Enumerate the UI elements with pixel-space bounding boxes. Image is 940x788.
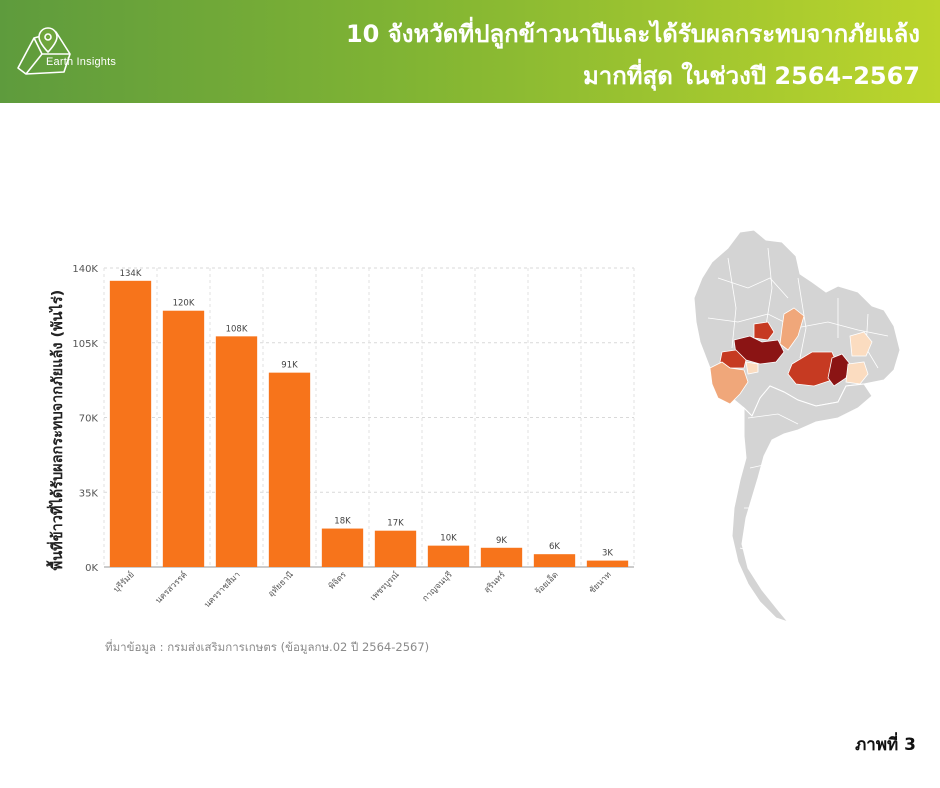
x-tick-label: เพชรบูรณ์ [368, 569, 402, 603]
data-label: 18K [334, 517, 351, 527]
bar [321, 528, 364, 567]
x-tick-label: พิจิตร [327, 570, 349, 592]
data-label: 17K [387, 519, 404, 529]
map-province-phetchabun [779, 307, 805, 351]
map-province-uthai-thani [719, 349, 747, 369]
bar [586, 560, 629, 567]
bar [480, 547, 523, 567]
x-tick-label: สุรินทร์ [482, 569, 508, 595]
logo-text: Earth Insights [46, 56, 117, 68]
chart-bars [109, 280, 629, 567]
map-province-kanchanaburi [709, 361, 749, 405]
x-tick-label: กาญจนบุรี [420, 569, 455, 604]
y-tick-label: 70K [79, 414, 99, 425]
bar [374, 530, 417, 567]
y-tick-label: 105K [72, 339, 98, 350]
header-banner: Earth Insights 10 จังหวัดที่ปลูกข้าวนาปี… [0, 0, 940, 103]
bar-chart: 0K 35K 70K 105K 140K บุรีรัมย์ นครสวรรค์ นครรา… [46, 264, 635, 611]
map-highlighted-provinces [709, 307, 873, 405]
bar [268, 372, 311, 567]
map-province-phichit [753, 321, 775, 341]
y-tick-label: 35K [79, 488, 99, 499]
bar [109, 280, 152, 567]
data-label: 3K [602, 549, 613, 559]
x-tick-label: นครสวรรค์ [153, 569, 190, 606]
figure-label: ภาพที่ 3 [855, 735, 916, 755]
bar [162, 310, 205, 567]
y-tick-label: 0K [85, 563, 98, 574]
x-tick-label: อุทัยธานี [266, 569, 296, 599]
map-region-central [731, 383, 873, 624]
data-labels: 134K 120K 108K 91K 18K 17K 10K 9K 6K 3K [120, 269, 614, 559]
data-label: 9K [496, 536, 507, 546]
y-axis-label: พื้นที่ข้าวที่ได้รับผลกระทบจากภัยแล้ง (พ… [46, 290, 66, 571]
thailand-map [693, 229, 901, 624]
map-province-buriram [827, 353, 851, 387]
y-axis-tick-labels: 0K 35K 70K 105K 140K [72, 264, 98, 574]
map-outline [693, 229, 901, 624]
x-tick-label: ชัยนาท [588, 570, 614, 596]
map-pin-icon [17, 27, 71, 75]
x-tick-label: ร้อยเอ็ด [532, 569, 560, 597]
earth-insights-logo [17, 27, 71, 75]
page-title-line-1: 10 จังหวัดที่ปลูกข้าวนาปีและได้รับผลกระท… [345, 20, 920, 48]
bar [215, 336, 258, 567]
data-label: 10K [440, 534, 457, 544]
map-province-chai-nat [745, 361, 759, 375]
source-note: ที่มาข้อมูล : กรมส่งเสริมการเกษตร (ข้อมู… [105, 640, 430, 654]
bar [533, 554, 576, 567]
x-axis-tick-labels: บุรีรัมย์ นครสวรรค์ นครราชสีมา อุทัยธานี พิจ… [111, 569, 614, 611]
y-tick-label: 140K [72, 264, 98, 275]
map-province-surin [845, 361, 869, 385]
x-tick-label: บุรีรัมย์ [111, 569, 137, 595]
data-label: 91K [281, 361, 298, 371]
x-tick-label: นครราชสีมา [202, 569, 243, 610]
data-label: 6K [549, 542, 560, 552]
data-label: 108K [226, 324, 248, 334]
data-label: 134K [120, 269, 142, 279]
map-province-roi-et [849, 331, 873, 357]
page-title-line-2: มากที่สุด ในช่วงปี 2564–2567 [582, 62, 920, 90]
bar [427, 545, 470, 567]
data-label: 120K [173, 299, 195, 309]
